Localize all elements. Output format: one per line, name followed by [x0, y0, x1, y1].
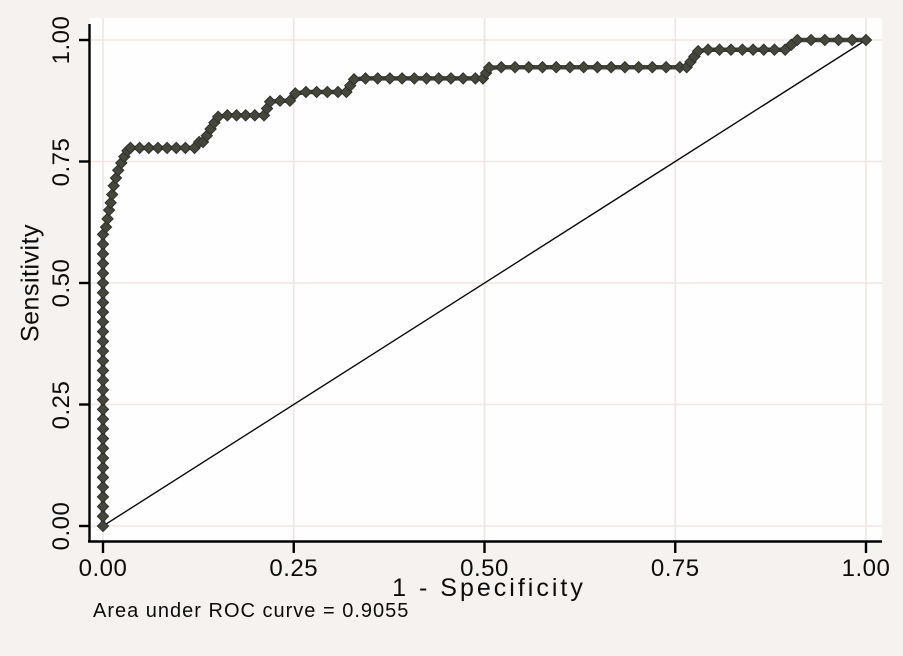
y-tick-label: 0.00 — [48, 501, 75, 551]
roc-diamond-marker — [407, 72, 421, 85]
roc-diamond-marker — [591, 60, 604, 74]
roc-diamond-marker — [188, 141, 201, 155]
y-tick-label: 0.25 — [48, 380, 75, 429]
roc-diamond-marker — [283, 94, 297, 108]
roc-diamond-marker — [96, 354, 110, 368]
roc-diamond-marker — [96, 509, 110, 523]
roc-diamond-marker — [96, 383, 110, 397]
roc-diamond-marker — [818, 33, 832, 47]
x-axis-title: 1 - Specificity — [392, 574, 586, 602]
x-tick-label: 0.50 — [460, 555, 509, 582]
x-tick-label: 0.00 — [78, 555, 128, 582]
roc-diamond-marker — [288, 87, 302, 100]
roc-diamond-marker — [96, 315, 110, 329]
roc-diamond-marker — [96, 471, 110, 484]
y-tick-label: 0.75 — [48, 137, 75, 186]
roc-diamond-marker — [96, 286, 110, 300]
roc-diamond-marker — [646, 60, 659, 74]
roc-diamond-marker — [371, 72, 384, 85]
roc-diamond-marker — [96, 451, 110, 465]
roc-diamond-marker — [96, 325, 110, 338]
roc-diamond-marker — [96, 296, 110, 309]
roc-diamond-marker — [96, 305, 110, 319]
roc-diamond-marker — [563, 60, 577, 74]
roc-diamond-marker — [96, 490, 110, 504]
roc-diamond-marker — [359, 72, 372, 85]
plot-area — [90, 18, 882, 542]
roc-diamond-marker — [109, 171, 123, 185]
roc-diamond-marker — [196, 135, 210, 149]
roc-diamond-marker — [832, 33, 845, 47]
roc-diamond-marker — [107, 179, 120, 193]
roc-diamond-marker — [456, 72, 470, 85]
roc-diamond-marker — [804, 33, 818, 47]
roc-diamond-marker — [859, 33, 873, 47]
roc-diamond-marker — [604, 60, 618, 74]
roc-diamond-marker — [549, 60, 563, 74]
roc-diamond-marker — [482, 61, 496, 75]
roc-diamond-marker — [96, 500, 110, 513]
roc-diamond-marker — [508, 60, 522, 74]
roc-diamond-marker — [420, 72, 433, 85]
y-axis-title: Sensitivity — [16, 223, 45, 343]
x-tick-label: 0.75 — [650, 555, 700, 582]
roc-diamond-marker — [96, 266, 110, 280]
roc-diamond-marker — [395, 72, 409, 85]
roc-diamond-marker — [260, 102, 274, 115]
y-tick-label: 0.50 — [48, 258, 75, 308]
roc-diamond-marker — [96, 364, 110, 377]
roc-diamond-marker — [105, 188, 119, 201]
roc-diamond-marker — [383, 72, 397, 85]
roc-diamond-marker — [101, 212, 114, 226]
y-tick-label: 1.00 — [48, 15, 75, 65]
roc-diamond-marker — [104, 196, 117, 210]
roc-diamond-marker — [99, 220, 113, 234]
roc-diamond-marker — [522, 60, 536, 74]
reference-diagonal-line — [102, 39, 867, 527]
roc-diamond-marker — [432, 72, 446, 85]
roc-diamond-marker — [347, 73, 361, 86]
x-tick-label: 1.00 — [841, 555, 891, 582]
roc-diamond-marker — [96, 373, 110, 387]
roc-diamond-marker — [618, 60, 632, 74]
roc-diamond-marker — [96, 335, 110, 348]
roc-diamond-marker — [96, 257, 110, 270]
roc-diamond-marker — [96, 276, 110, 290]
roc-diamond-marker — [680, 60, 694, 74]
roc-diamond-marker — [845, 33, 859, 47]
roc-diamond-marker — [632, 60, 645, 74]
roc-diamond-marker — [791, 33, 804, 47]
roc-diamond-marker — [96, 441, 110, 455]
roc-diamond-marker — [96, 247, 110, 261]
x-tick-label: 0.25 — [269, 555, 319, 582]
roc-diamond-marker — [659, 60, 673, 74]
roc-diamond-marker — [96, 480, 110, 494]
roc-diamond-marker — [96, 519, 110, 533]
auc-note: Area under ROC curve = 0.9055 — [93, 600, 410, 622]
roc-diamond-marker — [96, 432, 110, 445]
roc-diamond-marker — [444, 72, 458, 85]
roc-diamond-marker — [96, 422, 110, 436]
roc-diamond-marker — [96, 344, 110, 358]
roc-diamond-marker — [577, 60, 590, 74]
roc-diamond-marker — [96, 412, 110, 426]
roc-diamond-marker — [96, 393, 110, 406]
roc-diamond-marker — [257, 109, 271, 122]
roc-diamond-marker — [494, 60, 508, 74]
roc-diamond-marker — [96, 461, 110, 474]
roc-diamond-marker — [96, 237, 110, 251]
roc-diamond-marker — [96, 403, 110, 416]
roc-diamond-marker — [536, 60, 549, 74]
